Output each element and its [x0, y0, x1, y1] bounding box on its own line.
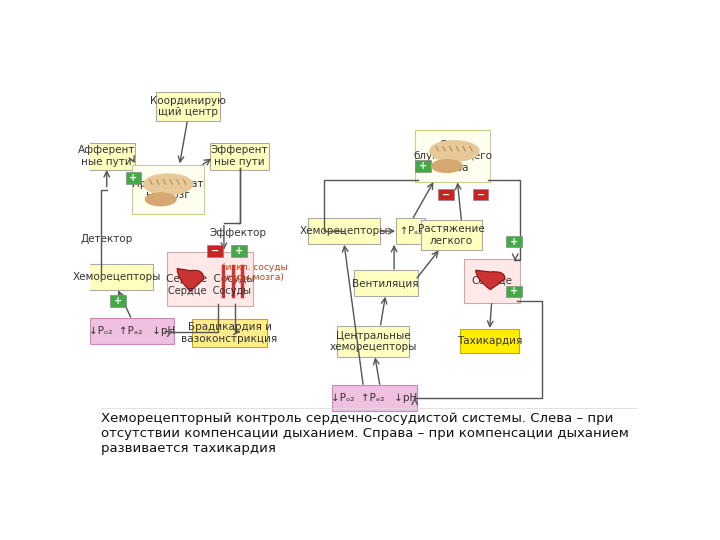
Text: Центральные
хеморецепторы: Центральные хеморецепторы — [329, 330, 417, 352]
FancyBboxPatch shape — [132, 165, 204, 214]
Text: Тахикардия: Тахикардия — [457, 336, 522, 346]
FancyBboxPatch shape — [337, 326, 409, 357]
Text: −: − — [442, 190, 450, 199]
Text: Вентиляция: Вентиляция — [352, 278, 419, 288]
Text: ↓Pₒ₂  ↑Pₔ₂   ↓pH: ↓Pₒ₂ ↑Pₔ₂ ↓pH — [89, 326, 175, 336]
Text: −: − — [211, 246, 219, 256]
FancyBboxPatch shape — [156, 92, 220, 121]
Text: Эфферент
ные пути: Эфферент ные пути — [211, 145, 269, 167]
FancyBboxPatch shape — [167, 252, 253, 306]
Text: +: + — [510, 286, 518, 296]
FancyBboxPatch shape — [396, 218, 426, 244]
FancyBboxPatch shape — [79, 143, 135, 170]
FancyBboxPatch shape — [307, 218, 380, 244]
FancyBboxPatch shape — [464, 259, 520, 303]
FancyBboxPatch shape — [473, 188, 488, 200]
Text: +: + — [510, 237, 518, 247]
FancyBboxPatch shape — [421, 220, 482, 250]
Text: Хеморецепторный контроль сердечно-сосудистой системы. Слева – при
отсутствии ком: Хеморецепторный контроль сердечно-сосуди… — [101, 412, 629, 455]
FancyBboxPatch shape — [460, 329, 519, 353]
FancyBboxPatch shape — [506, 235, 522, 247]
FancyBboxPatch shape — [192, 319, 267, 347]
Text: ↑Pₔ₂: ↑Pₔ₂ — [400, 226, 422, 236]
Text: +: + — [114, 296, 122, 306]
Text: Сердце  Сосуды: Сердце Сосуды — [168, 286, 251, 296]
Text: (искл. сосуды
коры мозга): (искл. сосуды коры мозга) — [222, 263, 287, 282]
Text: Афферент
ные пути: Афферент ные пути — [78, 145, 135, 167]
FancyBboxPatch shape — [207, 245, 222, 257]
Text: +: + — [235, 246, 243, 256]
FancyBboxPatch shape — [438, 188, 454, 200]
Text: ↓Pₒ₂  ↑Pₔ₂   ↓pH: ↓Pₒ₂ ↑Pₔ₂ ↓pH — [331, 393, 418, 403]
Text: Ядра
блуждающего
нерва: Ядра блуждающего нерва — [413, 140, 492, 173]
Text: −: − — [477, 190, 485, 199]
FancyBboxPatch shape — [506, 286, 522, 297]
Text: +: + — [419, 161, 427, 171]
Text: Координирую
щий центр: Координирую щий центр — [150, 96, 225, 117]
Text: Сердце: Сердце — [472, 276, 512, 286]
FancyBboxPatch shape — [90, 318, 174, 344]
FancyBboxPatch shape — [354, 270, 418, 296]
Text: Эффектор: Эффектор — [210, 228, 266, 238]
Text: +: + — [130, 173, 138, 183]
Text: Сердце  Сосуды: Сердце Сосуды — [166, 274, 254, 284]
FancyBboxPatch shape — [210, 143, 269, 170]
FancyBboxPatch shape — [415, 130, 490, 183]
Text: Хеморецепторы: Хеморецепторы — [300, 226, 388, 236]
FancyBboxPatch shape — [332, 386, 417, 411]
FancyBboxPatch shape — [415, 160, 431, 172]
Text: Хеморецепторы: Хеморецепторы — [73, 272, 161, 282]
FancyBboxPatch shape — [81, 264, 153, 290]
FancyBboxPatch shape — [126, 172, 141, 184]
Text: Продолговат
ый мозг: Продолговат ый мозг — [132, 179, 204, 200]
Text: Брадикардия и
вазоконстрикция: Брадикардия и вазоконстрикция — [181, 322, 278, 344]
FancyBboxPatch shape — [231, 245, 247, 257]
FancyBboxPatch shape — [110, 295, 126, 307]
Text: Растяжение
легкого: Растяжение легкого — [418, 225, 485, 246]
Text: Детектор: Детектор — [81, 234, 133, 245]
